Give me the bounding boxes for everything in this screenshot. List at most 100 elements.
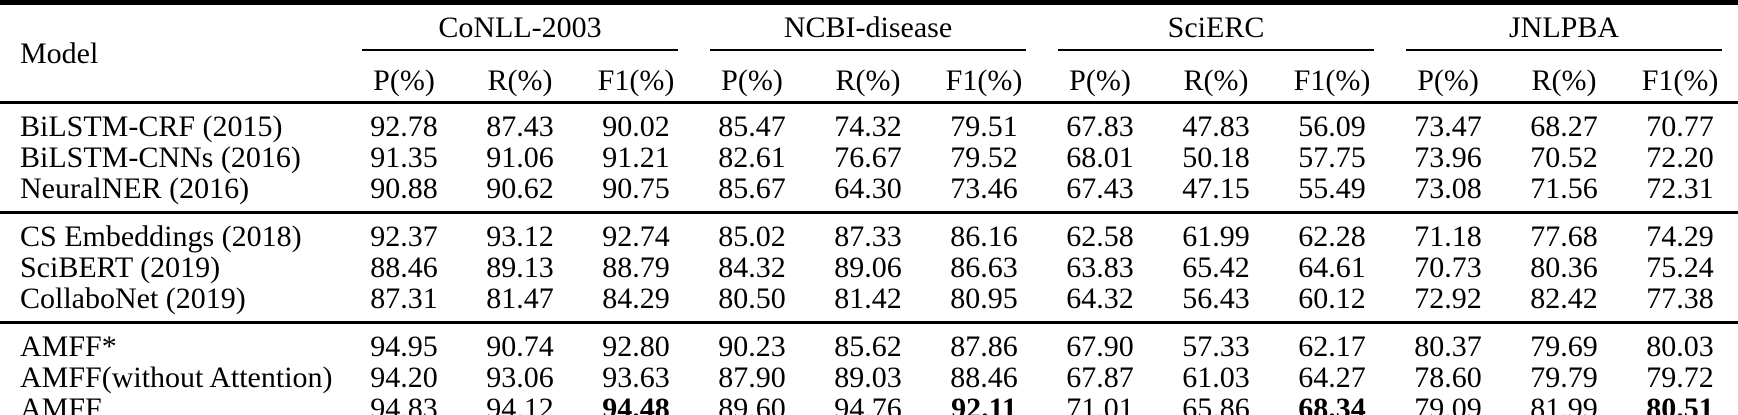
metric-value: 87.86 bbox=[950, 330, 1018, 363]
metric-value: 90.74 bbox=[486, 330, 554, 363]
metric-value: 91.21 bbox=[602, 141, 670, 174]
column-header-conll-2003-p: P(%) bbox=[373, 63, 435, 97]
metric-value: 92.37 bbox=[370, 220, 438, 253]
metric-value: 61.03 bbox=[1182, 361, 1250, 394]
metric-value: 68.01 bbox=[1066, 141, 1134, 174]
metric-value: 88.46 bbox=[950, 361, 1018, 394]
metric-value: 85.62 bbox=[834, 330, 902, 363]
model-name: BiLSTM-CNNs (2016) bbox=[20, 141, 301, 174]
metric-value: 73.08 bbox=[1414, 172, 1482, 205]
table-row-cs-embeddings-2018: CS Embeddings (2018) 92.37 93.12 92.74 85.02… bbox=[0, 213, 1738, 253]
metric-value: 77.38 bbox=[1646, 282, 1714, 315]
metric-value: 85.47 bbox=[718, 110, 786, 143]
column-header-scierc-r: R(%) bbox=[1183, 63, 1249, 97]
metric-value: 67.43 bbox=[1066, 172, 1134, 205]
model-name: BiLSTM-CRF (2015) bbox=[20, 110, 283, 143]
metric-value: 82.61 bbox=[718, 141, 786, 174]
metric-value: 50.18 bbox=[1182, 141, 1250, 174]
metric-value: 94.12 bbox=[486, 392, 554, 415]
metric-value: 72.92 bbox=[1414, 282, 1482, 315]
dataset-group-label: SciERC bbox=[1058, 12, 1375, 51]
metric-value: 62.58 bbox=[1066, 220, 1134, 253]
metric-value: 86.16 bbox=[950, 220, 1018, 253]
model-name: CollaboNet (2019) bbox=[20, 282, 246, 315]
metric-value: 90.02 bbox=[602, 110, 670, 143]
metric-value: 89.13 bbox=[486, 251, 554, 284]
metric-value: 79.79 bbox=[1530, 361, 1598, 394]
table-row-bilstm-crf-2015: BiLSTM-CRF (2015) 92.78 87.43 90.02 85.47 74.… bbox=[0, 103, 1738, 143]
metric-value: 71.01 bbox=[1066, 392, 1134, 415]
dataset-group-label: CoNLL-2003 bbox=[362, 12, 678, 51]
metric-value: 80.03 bbox=[1646, 330, 1714, 363]
metric-value: 73.46 bbox=[950, 172, 1018, 205]
table-section-amff-variants: AMFF* 94.95 90.74 92.80 90.23 85.62 87.86 67.90… bbox=[0, 322, 1738, 415]
table-row-amff: AMFF* 94.95 90.74 92.80 90.23 85.62 87.86 67.90… bbox=[0, 323, 1738, 363]
metric-value: 90.23 bbox=[718, 330, 786, 363]
metric-value: 75.24 bbox=[1646, 251, 1714, 284]
model-name: AMFF bbox=[20, 392, 102, 415]
metric-value: 89.06 bbox=[834, 251, 902, 284]
column-header-scierc-p: P(%) bbox=[1069, 63, 1131, 97]
model-name: SciBERT (2019) bbox=[20, 251, 221, 284]
metric-value: 80.36 bbox=[1530, 251, 1598, 284]
metric-value: 79.51 bbox=[950, 110, 1018, 143]
metric-value: 60.12 bbox=[1298, 282, 1366, 315]
metric-value: 90.62 bbox=[486, 172, 554, 205]
metric-value: 77.68 bbox=[1530, 220, 1598, 253]
metric-value: 86.63 bbox=[950, 251, 1018, 284]
column-header-jnlpba-p: P(%) bbox=[1417, 63, 1479, 97]
metric-value: 90.75 bbox=[602, 172, 670, 205]
metric-value: 90.88 bbox=[370, 172, 438, 205]
table-row-amff-without-attention: AMFF(without Attention) 94.20 93.06 93.63 87… bbox=[0, 362, 1738, 393]
metric-value: 92.74 bbox=[602, 220, 670, 253]
metric-value: 93.63 bbox=[602, 361, 670, 394]
model-name: AMFF* bbox=[20, 330, 117, 363]
table-section-recent-baselines: CS Embeddings (2018) 92.37 93.12 92.74 85.02… bbox=[0, 212, 1738, 323]
metric-value: 76.67 bbox=[834, 141, 902, 174]
column-header-conll-2003-f1: F1(%) bbox=[597, 63, 675, 97]
metric-value: 81.47 bbox=[486, 282, 554, 315]
metric-value: 67.83 bbox=[1066, 110, 1134, 143]
table-row-bilstm-cnns-2016: BiLSTM-CNNs (2016) 91.35 91.06 91.21 82.61 76… bbox=[0, 142, 1738, 173]
metric-value: 61.99 bbox=[1182, 220, 1250, 253]
table-row-amff: AMFF 94.83 94.12 94.48 89.60 94.76 92.11 71.01 6… bbox=[0, 393, 1738, 415]
metric-value: 85.02 bbox=[718, 220, 786, 253]
metric-value: 87.43 bbox=[486, 110, 554, 143]
metric-value: 47.83 bbox=[1182, 110, 1250, 143]
column-header-jnlpba-r: R(%) bbox=[1531, 63, 1597, 97]
metric-value: 79.69 bbox=[1530, 330, 1598, 363]
metric-value: 64.30 bbox=[834, 172, 902, 205]
metric-value: 94.48 bbox=[602, 392, 670, 415]
metric-value: 92.80 bbox=[602, 330, 670, 363]
metric-value: 87.90 bbox=[718, 361, 786, 394]
column-header-conll-2003-r: R(%) bbox=[487, 63, 553, 97]
model-name: AMFF(without Attention) bbox=[20, 361, 333, 394]
model-column-header: Model bbox=[20, 36, 99, 70]
metric-value: 74.32 bbox=[834, 110, 902, 143]
metric-value: 93.06 bbox=[486, 361, 554, 394]
table-row-neuralner-2016: NeuralNER (2016) 90.88 90.62 90.75 85.67 64.3… bbox=[0, 173, 1738, 213]
metric-value: 72.20 bbox=[1646, 141, 1714, 174]
metric-value: 55.49 bbox=[1298, 172, 1366, 205]
metric-value: 81.99 bbox=[1530, 392, 1598, 415]
metric-value: 87.31 bbox=[370, 282, 438, 315]
model-name: CS Embeddings (2018) bbox=[20, 220, 302, 253]
metric-value: 80.95 bbox=[950, 282, 1018, 315]
metric-value: 67.90 bbox=[1066, 330, 1134, 363]
metric-value: 89.03 bbox=[834, 361, 902, 394]
metric-value: 94.83 bbox=[370, 392, 438, 415]
column-header-ncbi-disease-p: P(%) bbox=[721, 63, 783, 97]
metric-value: 84.32 bbox=[718, 251, 786, 284]
metric-value: 82.42 bbox=[1530, 282, 1598, 315]
metric-value: 78.60 bbox=[1414, 361, 1482, 394]
metric-value: 87.33 bbox=[834, 220, 902, 253]
metric-value: 91.06 bbox=[486, 141, 554, 174]
metric-value: 79.52 bbox=[950, 141, 1018, 174]
metric-value: 92.78 bbox=[370, 110, 438, 143]
metric-value: 71.56 bbox=[1530, 172, 1598, 205]
metric-value: 71.18 bbox=[1414, 220, 1482, 253]
metric-value: 56.09 bbox=[1298, 110, 1366, 143]
metric-value: 88.79 bbox=[602, 251, 670, 284]
